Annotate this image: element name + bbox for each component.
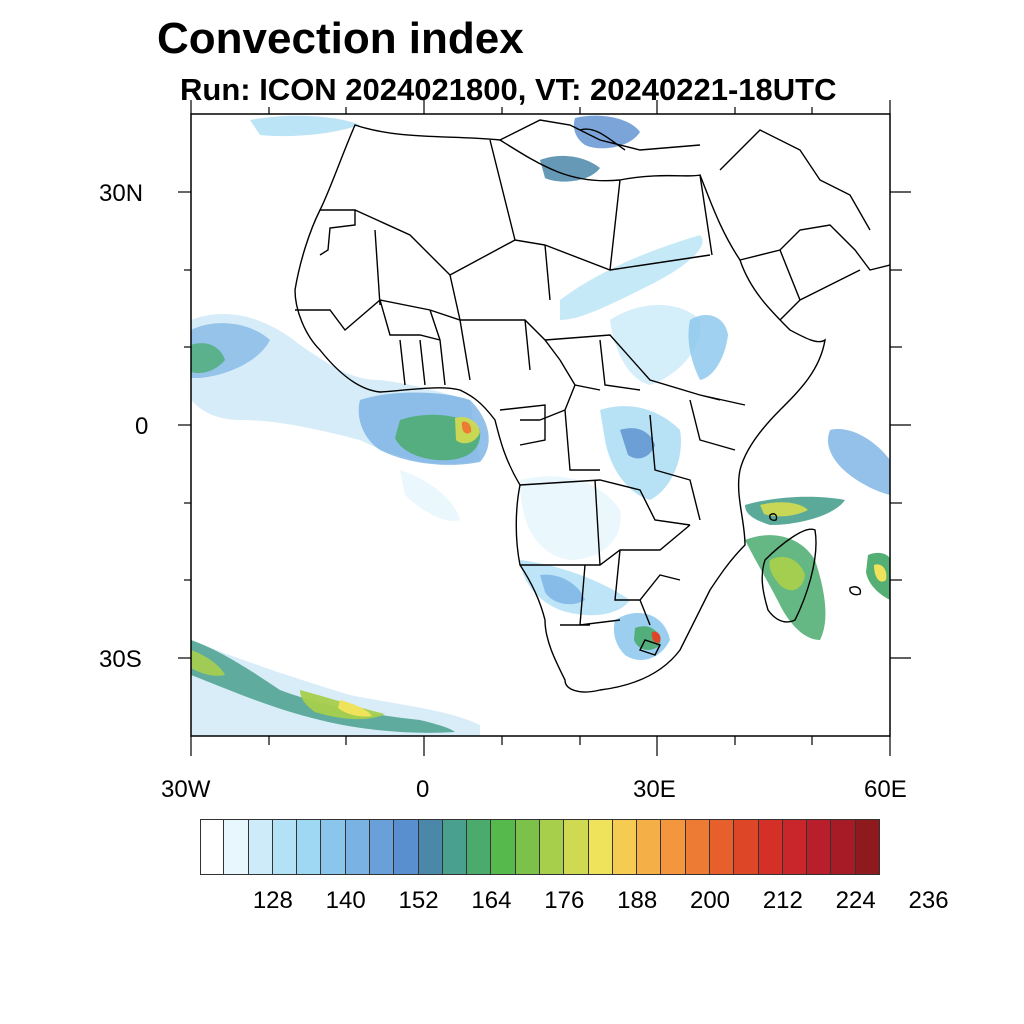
colorbar-cell [442, 819, 468, 875]
x-tick-label: 30W [161, 776, 211, 803]
colorbar-cell [491, 819, 516, 875]
colorbar-frame [200, 819, 880, 875]
colorbar-cell [734, 819, 759, 875]
colorbar-cell [807, 819, 832, 875]
colorbar-cell [710, 819, 735, 875]
colorbar-cell [782, 819, 808, 875]
colorbar-tick-label: 224 [835, 887, 876, 914]
colorbar-cell [345, 819, 370, 875]
colorbar-cell [394, 819, 419, 875]
colorbar-cell [637, 819, 662, 875]
country-borders [294, 119, 890, 693]
y-tick-label: 0 [135, 413, 149, 440]
x-tick-label: 0 [416, 776, 430, 803]
plot-subtitle: Run: ICON 2024021800, VT: 20240221-18UTC [180, 72, 837, 107]
colorbar-tick-label: 176 [544, 887, 585, 914]
colorbar-cell [515, 819, 540, 875]
colorbar-tick-label: 164 [471, 887, 512, 914]
x-tick-label: 30E [633, 776, 676, 803]
colorbar-cell [418, 819, 443, 875]
colorbar-cell [248, 819, 273, 875]
colorbar-cell [661, 819, 686, 875]
colorbar-cell [321, 819, 346, 875]
axis-ticks [178, 100, 911, 756]
colorbar-tick-label: 152 [398, 887, 439, 914]
colorbar-cell [831, 819, 856, 875]
colorbar-cell [758, 819, 783, 875]
colorbar-cell [588, 819, 613, 875]
colorbar-cell [200, 819, 225, 875]
colorbar-tick-label: 212 [762, 887, 803, 914]
colorbar-cell [467, 819, 492, 875]
colorbar-cell [297, 819, 322, 875]
colorbar-tick-label: 236 [908, 887, 949, 914]
colorbar-cell [564, 819, 589, 875]
y-tick-label: 30N [99, 180, 144, 207]
colorbar-tick-label: 128 [252, 887, 293, 914]
colorbar-cell [272, 819, 298, 875]
colorbar-cell [612, 819, 638, 875]
colorbar-cell [224, 819, 249, 875]
y-tick-label: 30S [99, 646, 142, 673]
colorbar-tick-label: 188 [617, 887, 658, 914]
plot-title: Convection index [157, 14, 524, 63]
colorbar-tick-label: 200 [689, 887, 731, 914]
colorbar-tick-label: 140 [325, 887, 366, 914]
convection-field [191, 115, 890, 736]
colorbar-cell [685, 819, 710, 875]
x-tick-label: 60E [864, 776, 907, 803]
colorbar-cell [540, 819, 565, 875]
colorbar-cell [370, 819, 395, 875]
